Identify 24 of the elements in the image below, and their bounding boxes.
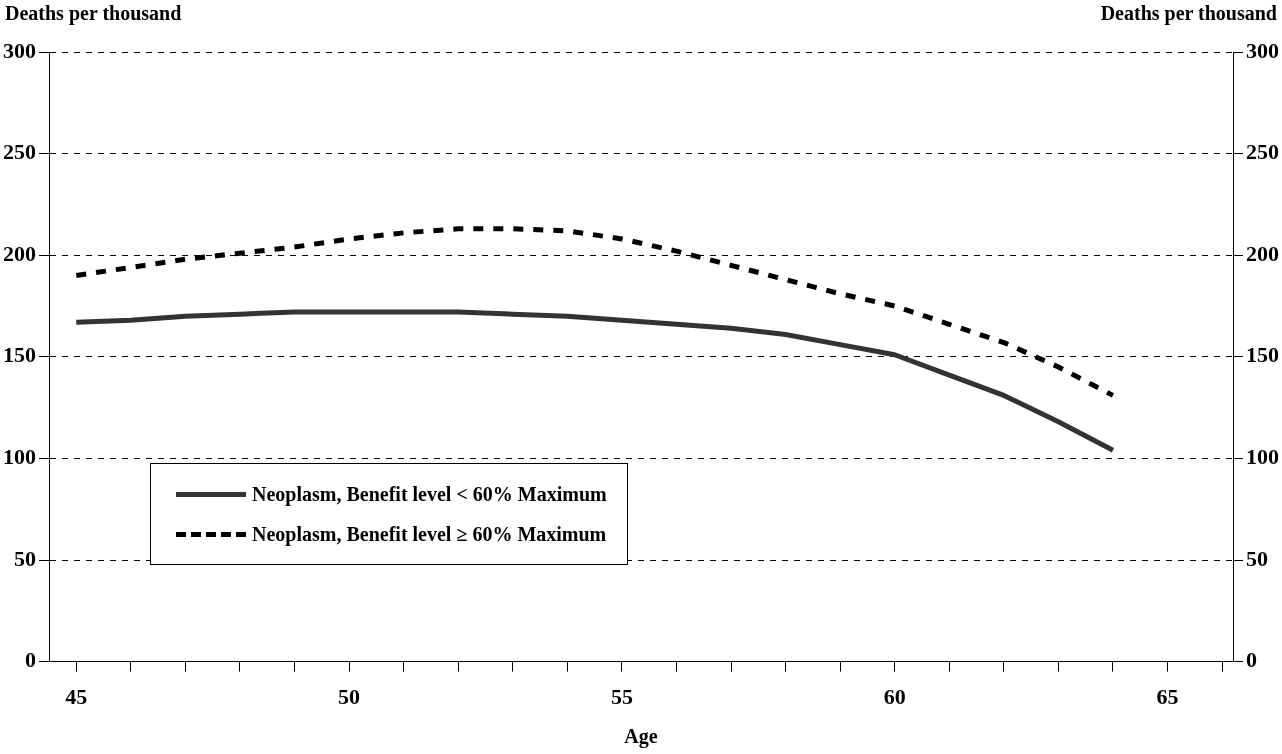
x-axis-title: Age bbox=[624, 725, 658, 749]
y2-tick-label: 100 bbox=[1246, 444, 1279, 470]
y-tick-label: 0 bbox=[25, 647, 36, 673]
y-tick-label: 100 bbox=[3, 444, 36, 470]
x-tick-label: 50 bbox=[338, 684, 361, 710]
y-tick-label: 50 bbox=[14, 545, 36, 571]
x-tick-label: 65 bbox=[1156, 684, 1179, 710]
y-axis-title: Deaths per thousand bbox=[5, 2, 182, 25]
y2-tick-label: 150 bbox=[1246, 342, 1279, 368]
legend-label: Neoplasm, Benefit level ≥ 60% Maximum bbox=[252, 522, 607, 546]
y-tick-label: 300 bbox=[3, 37, 36, 63]
y-tick-label: 150 bbox=[3, 342, 36, 368]
x-tick-label: 60 bbox=[883, 684, 906, 710]
x-tick-label: 55 bbox=[610, 684, 633, 710]
legend-label: Neoplasm, Benefit level < 60% Maximum bbox=[252, 482, 607, 506]
y-tick-label: 250 bbox=[3, 139, 36, 165]
y-tick-label: 200 bbox=[3, 240, 36, 266]
y2-tick-label: 0 bbox=[1246, 647, 1257, 673]
y2-axis-title: Deaths per thousand bbox=[1100, 2, 1277, 25]
y2-tick-label: 300 bbox=[1246, 37, 1279, 63]
y2-tick-label: 250 bbox=[1246, 139, 1279, 165]
y2-tick-label: 50 bbox=[1246, 545, 1268, 571]
x-tick-label: 45 bbox=[65, 684, 88, 710]
y2-tick-label: 200 bbox=[1246, 240, 1279, 266]
